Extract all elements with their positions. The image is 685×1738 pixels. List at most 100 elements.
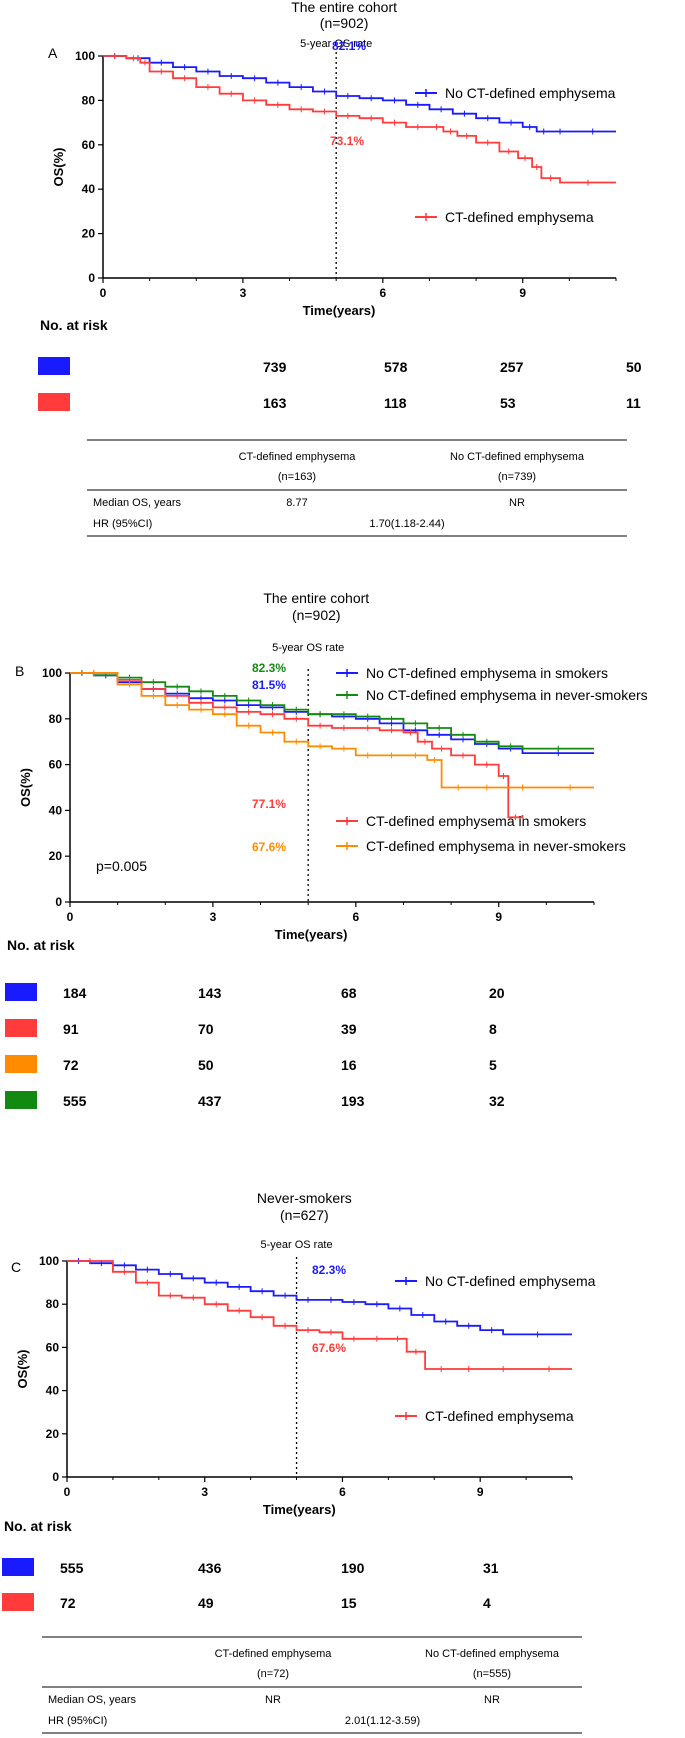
risk-value: 32 (489, 1093, 505, 1109)
table-row1-value1: NR (265, 1694, 281, 1706)
risk-value: 739 (263, 359, 287, 375)
risk-value: 8 (489, 1021, 497, 1037)
five-year-rate-label: 82.1% (332, 39, 366, 53)
x-tick-label: 3 (210, 910, 217, 924)
risk-value: 5 (489, 1057, 497, 1073)
x-tick-label: 9 (519, 286, 526, 300)
x-tick-label: 9 (477, 1485, 484, 1499)
risk-value: 555 (63, 1093, 87, 1109)
risk-value: 39 (341, 1021, 357, 1037)
y-tick-label: 60 (46, 1340, 60, 1354)
x-tick-label: 6 (379, 286, 386, 300)
y-tick-label: 20 (82, 227, 96, 241)
risk-value: 4 (483, 1595, 491, 1611)
legend-label: CT-defined emphysema in smokers (366, 813, 586, 829)
y-tick-label: 60 (82, 138, 96, 152)
risk-value: 72 (60, 1595, 76, 1611)
km-curve-blue (70, 672, 594, 754)
chart-title: Never-smokers (257, 1190, 352, 1206)
x-axis-label: Time(years) (263, 1502, 336, 1517)
risk-value: 11 (626, 395, 641, 411)
panel-B: The entire cohort(n=902) B 0 20 40 60 80 100 0 3 6… (5, 590, 648, 1109)
x-tick-label: 9 (495, 910, 502, 924)
x-tick-label: 0 (64, 1485, 71, 1499)
five-year-rate-label: 67.6% (312, 1341, 346, 1355)
risk-row-swatch (5, 983, 37, 1001)
km-curve-red (67, 1260, 572, 1370)
chart-subtitle: (n=627) (280, 1207, 329, 1223)
risk-value: 16 (341, 1057, 357, 1073)
risk-value: 257 (500, 359, 524, 375)
x-tick-label: 6 (339, 1485, 346, 1499)
risk-value: 50 (198, 1057, 214, 1073)
panel-letter: C (11, 1259, 21, 1275)
table-col1-n: (n=163) (278, 471, 316, 483)
five-year-label: 5-year OS rate (272, 642, 344, 654)
five-year-rate-label: 82.3% (312, 1263, 346, 1277)
x-tick-label: 3 (240, 286, 247, 300)
chart-title: The entire cohort (291, 0, 397, 15)
p-value: p=0.005 (96, 858, 147, 874)
risk-value: 15 (341, 1595, 357, 1611)
table-col2-header: No CT-defined emphysema (450, 451, 585, 463)
risk-table-title: No. at risk (40, 317, 108, 333)
risk-value: 143 (198, 985, 222, 1001)
panel-letter: B (15, 663, 24, 679)
table-row1-value2: NR (509, 497, 525, 509)
risk-value: 163 (263, 395, 287, 411)
five-year-rate-label: 81.5% (252, 678, 286, 692)
risk-value: 68 (341, 985, 357, 1001)
chart-title: The entire cohort (263, 590, 369, 606)
chart-subtitle: (n=902) (320, 15, 369, 31)
km-curve-green (70, 672, 594, 750)
km-curve-blue (67, 1260, 572, 1336)
x-axis-label: Time(years) (275, 927, 348, 942)
y-tick-label: 80 (49, 712, 63, 726)
km-curve-orange (70, 672, 594, 789)
risk-row-swatch (38, 393, 70, 411)
table-col2-n: (n=555) (473, 1668, 511, 1680)
risk-value: 53 (500, 395, 516, 411)
y-tick-label: 80 (46, 1297, 60, 1311)
risk-value: 193 (341, 1093, 365, 1109)
legend-label: CT-defined emphysema (425, 1408, 574, 1424)
y-tick-label: 80 (82, 93, 96, 107)
five-year-rate-label: 67.6% (252, 840, 286, 854)
risk-value: 50 (626, 359, 642, 375)
risk-row-swatch (2, 1558, 34, 1576)
table-col2-n: (n=739) (498, 471, 536, 483)
table-row1-label: Median OS, years (48, 1694, 137, 1706)
risk-value: 31 (483, 1560, 499, 1576)
five-year-label: 5-year OS rate (300, 38, 372, 50)
legend-label: CT-defined emphysema (445, 209, 594, 225)
chart-subtitle: (n=902) (292, 607, 341, 623)
risk-value: 436 (198, 1560, 222, 1576)
y-axis-label: OS(%) (18, 768, 33, 807)
table-col1-header: CT-defined emphysema (239, 451, 357, 463)
table-row1-label: Median OS, years (93, 497, 182, 509)
y-tick-label: 40 (82, 182, 96, 196)
legend-label: No CT-defined emphysema in smokers (366, 665, 608, 681)
risk-value: 184 (63, 985, 87, 1001)
legend-label: No CT-defined emphysema (425, 1273, 596, 1289)
risk-table-title: No. at risk (7, 937, 75, 953)
risk-row-swatch (38, 357, 70, 375)
risk-value: 49 (198, 1595, 214, 1611)
table-row2-value: 2.01(1.12-3.59) (345, 1715, 420, 1727)
y-axis-label: OS(%) (15, 1350, 30, 1389)
legend-label: No CT-defined emphysema (445, 85, 616, 101)
risk-value: 555 (60, 1560, 84, 1576)
x-tick-label: 0 (100, 286, 107, 300)
table-row2-label: HR (95%CI) (48, 1715, 107, 1727)
y-tick-label: 40 (46, 1384, 60, 1398)
table-row1-value1: 8.77 (286, 497, 307, 509)
risk-value: 72 (63, 1057, 79, 1073)
risk-value: 190 (341, 1560, 365, 1576)
y-tick-label: 20 (49, 849, 63, 863)
risk-row-swatch (5, 1055, 37, 1073)
risk-value: 118 (384, 395, 407, 411)
y-tick-label: 0 (52, 1470, 59, 1484)
y-tick-label: 100 (42, 666, 62, 680)
panel-C: Never-smokers(n=627) C 0 20 40 60 80 100 0 3 6 9 Tim… (2, 1190, 596, 1734)
x-tick-label: 0 (67, 910, 74, 924)
